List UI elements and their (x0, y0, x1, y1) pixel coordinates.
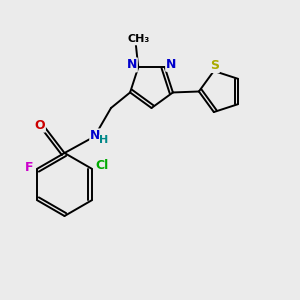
Text: N: N (90, 129, 100, 142)
Text: F: F (25, 161, 33, 174)
Text: CH₃: CH₃ (128, 34, 150, 44)
Text: S: S (210, 59, 219, 72)
Text: N: N (127, 58, 137, 71)
Text: H: H (100, 135, 109, 145)
Text: N: N (166, 58, 176, 71)
Text: O: O (34, 118, 45, 132)
Text: Cl: Cl (95, 159, 109, 172)
